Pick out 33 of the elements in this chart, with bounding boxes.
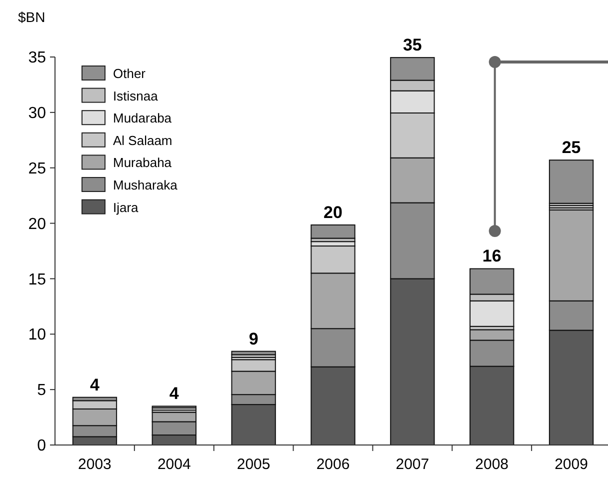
x-tick-label: 2009: [554, 456, 588, 473]
total-label: 4: [90, 375, 100, 394]
y-tick-label: 30: [28, 105, 46, 122]
total-label: 9: [248, 329, 258, 348]
total-label: 16: [482, 246, 502, 266]
total-label: 20: [324, 202, 342, 222]
y-tick-label: 0: [37, 438, 46, 455]
x-tick-label: 2004: [157, 456, 191, 473]
y-tick-label: 10: [28, 326, 46, 344]
total-label: 4: [169, 384, 180, 404]
bar: [231, 350, 276, 356]
legend-label: Istisnaa: [113, 88, 159, 104]
total-label: 25: [562, 138, 581, 158]
x-tick-label: 2008: [475, 456, 509, 473]
legend-label: Ijara: [113, 200, 140, 215]
legend-label: Al Salaam: [113, 132, 172, 148]
y-tick-label: 15: [28, 271, 46, 288]
bar: [548, 160, 594, 204]
y-tick-label: 5: [37, 382, 46, 400]
y-tick-label: 35: [28, 50, 46, 67]
legend-label: Mudaraba: [113, 110, 172, 126]
y-tick-label: 25: [28, 160, 46, 178]
x-tick-label: 2006: [316, 456, 350, 473]
legend-label: Other: [113, 66, 146, 81]
total-label: 35: [402, 36, 422, 55]
x-tick-label: 2007: [396, 456, 430, 473]
bar: [310, 224, 356, 239]
legend-label: Musharaka: [113, 178, 178, 192]
x-tick-label: 2003: [78, 456, 112, 473]
y-axis-title: $BN: [18, 9, 46, 25]
x-tick-label: 2005: [236, 456, 270, 473]
legend-label: Murabaha: [113, 155, 172, 170]
y-tick-label: 20: [28, 216, 46, 233]
